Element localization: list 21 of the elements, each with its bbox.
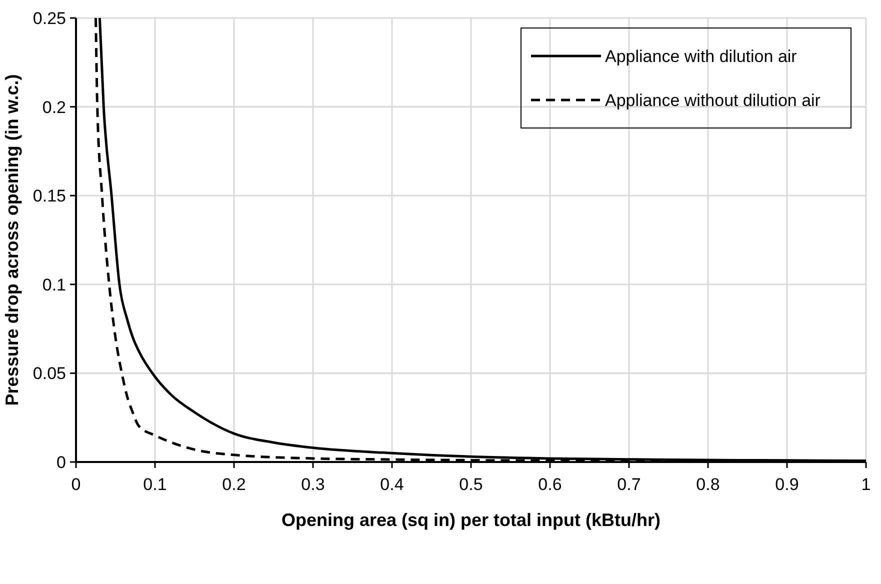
y-tick-label: 0.2 <box>42 98 66 117</box>
y-axis-title: Pressure drop across opening (in w.c.) <box>2 74 22 406</box>
y-tick-label: 0.1 <box>42 275 66 294</box>
x-axis-title: Opening area (sq in) per total input (kBtu/hr) <box>281 510 661 530</box>
legend-label: Appliance with dilution air <box>605 47 798 66</box>
x-tick-label: 0.2 <box>222 475 246 494</box>
y-tick-label: 0.15 <box>32 186 66 206</box>
y-tick-label: 0 <box>56 453 66 472</box>
y-tick-label: 0.05 <box>32 364 66 384</box>
x-tick-label: 1 <box>861 475 871 494</box>
x-tick-label: 0.7 <box>617 475 641 494</box>
x-tick-label: 0.9 <box>775 475 799 494</box>
x-tick-label: 0.5 <box>459 475 483 494</box>
x-tick-label: 0.1 <box>143 475 167 494</box>
x-tick-label: 0.4 <box>380 475 404 494</box>
x-tick-label: 0.6 <box>538 475 562 494</box>
x-tick-label: 0.3 <box>301 475 325 494</box>
y-tick-label: 0.25 <box>32 9 66 28</box>
legend-label: Appliance without dilution air <box>605 91 821 110</box>
x-tick-label: 0.8 <box>696 475 720 494</box>
x-tick-label: 0 <box>71 475 81 494</box>
